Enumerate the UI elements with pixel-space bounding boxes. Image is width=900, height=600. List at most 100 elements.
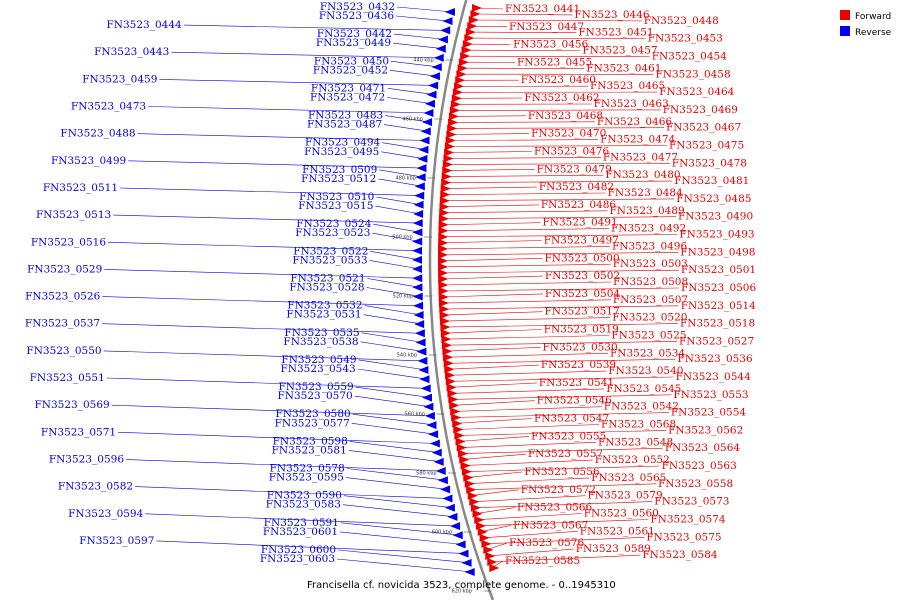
forward-gene-label[interactable]: FN3523_0500: [545, 252, 620, 264]
reverse-gene-label[interactable]: FN3523_0450: [314, 55, 389, 67]
forward-gene-label[interactable]: FN3523_0525: [611, 330, 686, 342]
reverse-gene-arrow[interactable]: [444, 503, 455, 512]
forward-gene-label[interactable]: FN3523_0469: [663, 104, 738, 116]
reverse-gene-label[interactable]: FN3523_0603: [260, 553, 335, 565]
reverse-gene-label[interactable]: FN3523_0601: [263, 526, 338, 538]
forward-gene-label[interactable]: FN3523_0479: [537, 163, 612, 175]
forward-gene-arrow[interactable]: [465, 28, 476, 37]
forward-gene-label[interactable]: FN3523_0555: [531, 430, 606, 442]
reverse-gene-arrow[interactable]: [412, 292, 423, 301]
forward-gene-label[interactable]: FN3523_0518: [680, 318, 755, 330]
forward-gene-label[interactable]: FN3523_0482: [539, 181, 614, 193]
reverse-gene-arrow[interactable]: [419, 375, 430, 384]
reverse-gene-label[interactable]: FN3523_0524: [296, 218, 371, 230]
reverse-gene-arrow[interactable]: [416, 164, 427, 173]
forward-gene-arrow[interactable]: [438, 238, 449, 247]
reverse-gene-label[interactable]: FN3523_0494: [305, 137, 380, 149]
forward-gene-label[interactable]: FN3523_0468: [528, 110, 603, 122]
forward-gene-arrow[interactable]: [438, 214, 449, 223]
reverse-gene-arrow[interactable]: [431, 63, 442, 72]
forward-gene-label[interactable]: FN3523_0544: [676, 371, 751, 383]
forward-gene-arrow[interactable]: [463, 473, 474, 482]
reverse-gene-label[interactable]: FN3523_0580: [276, 408, 351, 420]
reverse-gene-arrow[interactable]: [426, 421, 437, 430]
forward-gene-arrow[interactable]: [458, 58, 469, 67]
forward-gene-label[interactable]: FN3523_0548: [598, 436, 673, 448]
reverse-gene-arrow[interactable]: [412, 237, 423, 246]
forward-gene-label[interactable]: FN3523_0460: [521, 74, 596, 86]
forward-gene-label[interactable]: FN3523_0562: [668, 424, 743, 436]
forward-gene-label[interactable]: FN3523_0573: [654, 496, 729, 508]
reverse-gene-label[interactable]: FN3523_0535: [284, 327, 359, 339]
forward-gene-label[interactable]: FN3523_0558: [658, 478, 733, 490]
forward-gene-arrow[interactable]: [464, 479, 475, 488]
forward-gene-label[interactable]: FN3523_0502: [545, 270, 620, 282]
reverse-gene-label[interactable]: FN3523_0449: [316, 37, 391, 49]
forward-gene-arrow[interactable]: [448, 112, 459, 121]
forward-gene-arrow[interactable]: [442, 166, 453, 175]
reverse-gene-arrow[interactable]: [437, 476, 448, 485]
reverse-gene-arrow[interactable]: [414, 182, 425, 191]
reverse-gene-arrow[interactable]: [423, 108, 434, 117]
forward-gene-arrow[interactable]: [438, 287, 449, 296]
reverse-gene-arrow[interactable]: [424, 99, 435, 108]
reverse-gene-arrow[interactable]: [414, 191, 425, 200]
forward-gene-label[interactable]: FN3523_0508: [613, 276, 688, 288]
forward-gene-arrow[interactable]: [446, 130, 457, 139]
forward-gene-arrow[interactable]: [440, 190, 451, 199]
forward-gene-arrow[interactable]: [472, 509, 483, 518]
forward-gene-label[interactable]: FN3523_0564: [665, 442, 740, 454]
forward-gene-label[interactable]: FN3523_0448: [644, 15, 719, 27]
reverse-gene-label[interactable]: FN3523_0550: [26, 345, 101, 357]
forward-gene-arrow[interactable]: [441, 172, 452, 181]
forward-gene-arrow[interactable]: [472, 4, 483, 12]
forward-gene-arrow[interactable]: [447, 124, 458, 133]
forward-gene-label[interactable]: FN3523_0498: [680, 246, 755, 258]
forward-gene-arrow[interactable]: [479, 533, 490, 542]
forward-gene-label[interactable]: FN3523_0453: [648, 33, 723, 45]
forward-gene-label[interactable]: FN3523_0553: [673, 389, 748, 401]
reverse-gene-label[interactable]: FN3523_0582: [58, 481, 133, 493]
forward-gene-label[interactable]: FN3523_0545: [606, 383, 681, 395]
reverse-gene-label[interactable]: FN3523_0516: [31, 236, 106, 248]
forward-gene-arrow[interactable]: [452, 419, 463, 428]
forward-gene-label[interactable]: FN3523_0466: [597, 116, 672, 128]
forward-gene-arrow[interactable]: [453, 425, 464, 434]
forward-gene-label[interactable]: FN3523_0572: [521, 484, 596, 496]
forward-gene-arrow[interactable]: [477, 527, 488, 536]
reverse-gene-label[interactable]: FN3523_0591: [264, 517, 339, 529]
reverse-gene-label[interactable]: FN3523_0559: [279, 381, 354, 393]
forward-gene-arrow[interactable]: [442, 347, 453, 356]
forward-gene-label[interactable]: FN3523_0541: [539, 377, 614, 389]
forward-gene-arrow[interactable]: [438, 226, 449, 235]
forward-gene-label[interactable]: FN3523_0534: [610, 347, 685, 359]
reverse-gene-label[interactable]: FN3523_0578: [270, 463, 345, 475]
forward-gene-label[interactable]: FN3523_0517: [545, 306, 620, 318]
reverse-gene-arrow[interactable]: [412, 246, 423, 255]
reverse-gene-label[interactable]: FN3523_0594: [68, 508, 143, 520]
forward-gene-label[interactable]: FN3523_0491: [543, 217, 618, 229]
forward-gene-label[interactable]: FN3523_0561: [580, 525, 655, 537]
forward-gene-arrow[interactable]: [451, 94, 462, 103]
forward-gene-label[interactable]: FN3523_0454: [652, 51, 727, 63]
forward-gene-arrow[interactable]: [440, 184, 451, 193]
forward-gene-label[interactable]: FN3523_0536: [678, 353, 753, 365]
forward-gene-arrow[interactable]: [456, 443, 467, 452]
reverse-gene-arrow[interactable]: [413, 200, 424, 209]
forward-gene-arrow[interactable]: [438, 220, 449, 229]
reverse-gene-arrow[interactable]: [418, 366, 429, 375]
reverse-gene-label[interactable]: FN3523_0436: [319, 10, 394, 22]
forward-gene-arrow[interactable]: [443, 154, 454, 163]
reverse-gene-label[interactable]: FN3523_0488: [60, 128, 135, 140]
forward-gene-label[interactable]: FN3523_0493: [679, 229, 754, 241]
reverse-gene-label[interactable]: FN3523_0532: [287, 300, 362, 312]
forward-gene-arrow[interactable]: [444, 148, 455, 157]
reverse-gene-arrow[interactable]: [413, 310, 424, 319]
reverse-gene-arrow[interactable]: [437, 35, 448, 44]
forward-gene-label[interactable]: FN3523_0441: [505, 3, 580, 15]
forward-gene-label[interactable]: FN3523_0566: [517, 502, 592, 514]
reverse-gene-label[interactable]: FN3523_0526: [25, 291, 100, 303]
forward-gene-label[interactable]: FN3523_0464: [659, 86, 734, 98]
reverse-gene-arrow[interactable]: [433, 53, 444, 62]
forward-gene-label[interactable]: FN3523_0504: [545, 288, 620, 300]
